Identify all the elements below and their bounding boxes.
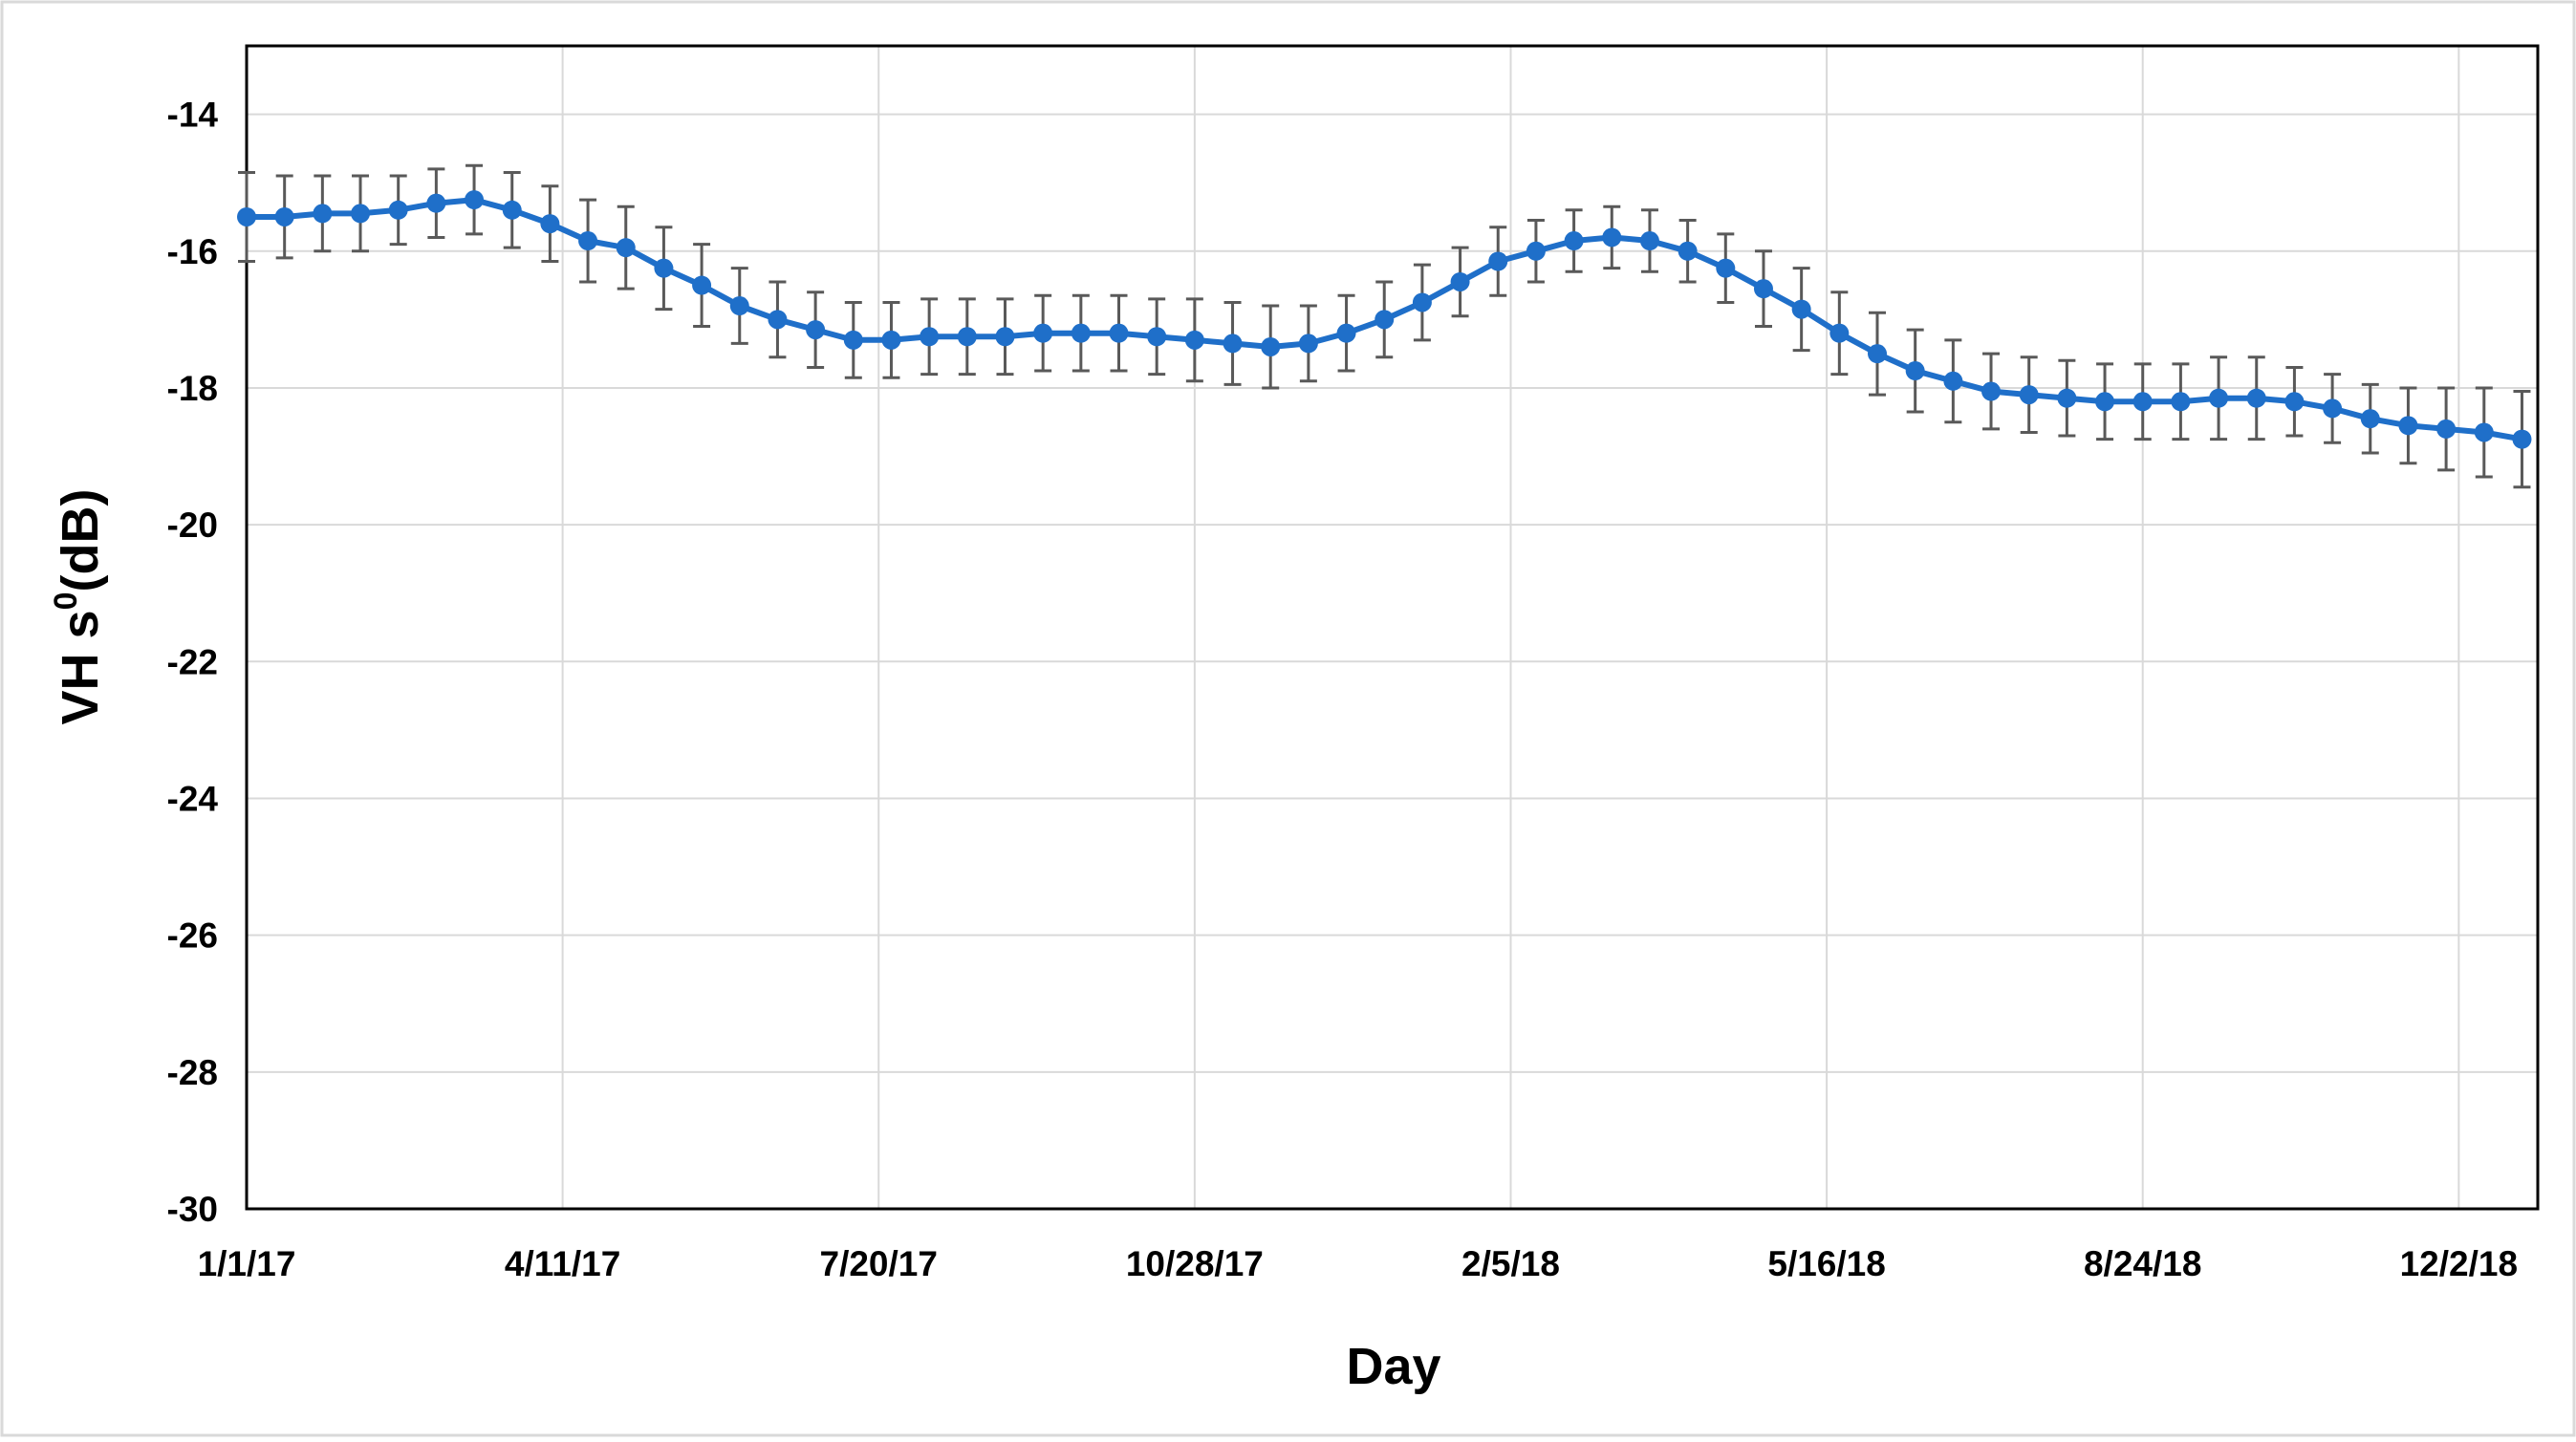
data-point bbox=[1716, 258, 1736, 278]
y-axis-ticks: -14 -16 -18 -20 -22 -24 -26 -28 -30 bbox=[167, 96, 219, 1229]
series bbox=[237, 163, 2532, 489]
y-tick-label: -22 bbox=[167, 642, 218, 681]
data-point bbox=[465, 190, 485, 210]
y-tick-label: -24 bbox=[167, 779, 219, 818]
y-tick-label: -26 bbox=[167, 916, 218, 956]
x-tick-label: 8/24/18 bbox=[2084, 1244, 2201, 1283]
data-point bbox=[920, 327, 940, 347]
data-point bbox=[540, 214, 560, 234]
data-point bbox=[2019, 385, 2039, 405]
data-point bbox=[578, 231, 598, 251]
y-axis-title: VH s0(dB) bbox=[48, 489, 109, 725]
data-point bbox=[1791, 299, 1811, 319]
y-axis-title-superscript: 0 bbox=[48, 592, 84, 610]
data-point bbox=[2209, 388, 2229, 408]
data-point bbox=[1981, 381, 2002, 401]
data-point bbox=[2057, 388, 2077, 408]
x-tick-label: 4/11/17 bbox=[505, 1244, 620, 1283]
data-point bbox=[957, 327, 977, 347]
data-point bbox=[1223, 334, 1243, 354]
plot-area-frame bbox=[245, 44, 2540, 1211]
x-tick-label: 1/1/17 bbox=[198, 1244, 296, 1283]
data-point bbox=[1147, 327, 1167, 347]
data-point bbox=[843, 330, 863, 350]
y-tick-label: -14 bbox=[167, 96, 219, 135]
data-point bbox=[1678, 241, 1698, 261]
data-point bbox=[1868, 344, 1888, 364]
data-point bbox=[2398, 416, 2418, 436]
data-point bbox=[729, 296, 749, 316]
data-point bbox=[1943, 371, 1963, 391]
data-point bbox=[1450, 271, 1470, 291]
x-tick-label: 5/16/18 bbox=[1767, 1244, 1885, 1283]
data-point bbox=[1109, 323, 1129, 343]
data-point bbox=[1488, 251, 1508, 271]
data-point bbox=[2360, 409, 2380, 429]
x-tick-label: 2/5/18 bbox=[1461, 1244, 1560, 1283]
data-point bbox=[2474, 422, 2494, 442]
data-point bbox=[2095, 392, 2115, 412]
data-point bbox=[426, 193, 446, 213]
data-point bbox=[1298, 334, 1318, 354]
data-point bbox=[1639, 231, 1659, 251]
data-point bbox=[2132, 392, 2153, 412]
data-point bbox=[1375, 310, 1395, 330]
data-point bbox=[1184, 330, 1204, 350]
data-point bbox=[1526, 241, 1546, 261]
data-point bbox=[2436, 419, 2457, 439]
data-point bbox=[616, 238, 636, 258]
data-point bbox=[2171, 392, 2191, 412]
data-point bbox=[1602, 227, 1622, 248]
y-tick-label: -30 bbox=[167, 1190, 218, 1229]
data-point bbox=[806, 320, 826, 340]
series-layer bbox=[237, 163, 2532, 489]
x-tick-label: 12/2/18 bbox=[2400, 1244, 2518, 1283]
data-point bbox=[502, 200, 522, 220]
data-point bbox=[1905, 361, 1925, 381]
gridlines bbox=[246, 46, 2538, 1210]
data-point bbox=[1261, 336, 1281, 356]
data-point bbox=[692, 275, 712, 295]
y-tick-label: -18 bbox=[167, 369, 218, 408]
y-axis-title-main: VH s bbox=[52, 610, 109, 724]
data-point bbox=[1336, 323, 1356, 343]
y-tick-label: -28 bbox=[167, 1053, 218, 1092]
x-tick-label: 10/28/17 bbox=[1126, 1244, 1264, 1283]
data-point bbox=[1564, 231, 1584, 251]
data-point bbox=[237, 206, 256, 226]
data-point bbox=[2284, 392, 2305, 412]
data-point bbox=[388, 200, 408, 220]
data-point bbox=[1071, 323, 1091, 343]
x-axis-title: Day bbox=[1346, 1338, 1440, 1395]
y-axis-title-unit: (dB) bbox=[52, 489, 109, 592]
data-point bbox=[2246, 388, 2266, 408]
data-point bbox=[654, 258, 674, 278]
data-point bbox=[1753, 279, 1773, 299]
data-point bbox=[881, 330, 901, 350]
data-point bbox=[1412, 292, 1432, 312]
x-axis-ticks: 1/1/17 4/11/17 7/20/17 10/28/17 2/5/18 5/16/1… bbox=[198, 1244, 2519, 1283]
data-point bbox=[351, 204, 371, 224]
y-tick-label: -20 bbox=[167, 506, 218, 545]
data-point bbox=[995, 327, 1015, 347]
data-point bbox=[274, 206, 294, 226]
y-tick-label: -16 bbox=[167, 232, 218, 271]
data-point bbox=[2323, 398, 2343, 419]
data-point bbox=[1829, 323, 1850, 343]
data-point bbox=[2512, 429, 2532, 449]
data-point bbox=[313, 204, 333, 224]
x-tick-label: 7/20/17 bbox=[820, 1244, 938, 1283]
data-point bbox=[1033, 323, 1053, 343]
data-point bbox=[768, 310, 788, 330]
